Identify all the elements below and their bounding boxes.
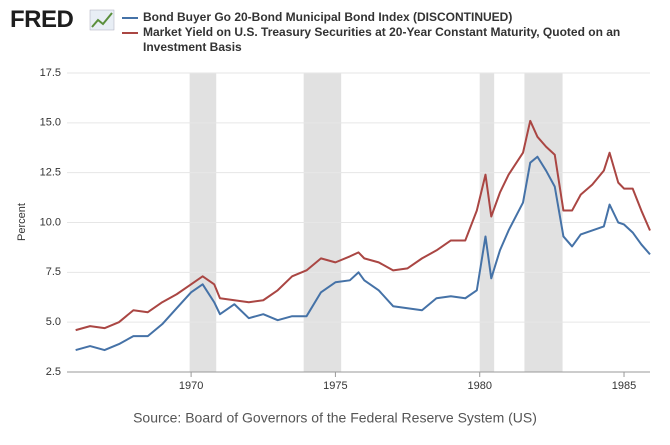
legend: Bond Buyer Go 20-Bond Municipal Bond Ind… — [122, 10, 642, 55]
x-tick-label: 1970 — [179, 380, 203, 392]
y-axis-label: Percent — [16, 203, 28, 241]
legend-item[interactable]: Market Yield on U.S. Treasury Securities… — [122, 25, 642, 55]
x-tick-label: 1975 — [323, 380, 347, 392]
y-tick-label: 12.5 — [40, 167, 61, 179]
series-line — [75, 155, 651, 352]
y-tick-label: 2.5 — [46, 366, 61, 378]
x-tick-label: 1980 — [467, 380, 491, 392]
logo-icon — [89, 9, 115, 31]
series-line — [75, 119, 651, 332]
legend-swatch — [122, 17, 138, 19]
y-tick-label: 17.5 — [40, 67, 61, 79]
y-tick-label: 15.0 — [40, 117, 61, 129]
logo: FRED — [10, 6, 74, 33]
legend-item[interactable]: Bond Buyer Go 20-Bond Municipal Bond Ind… — [122, 10, 642, 25]
source: Source: Board of Governors of the Federa… — [133, 410, 537, 426]
y-tick-label: 10.0 — [40, 216, 61, 228]
legend-swatch — [122, 32, 138, 34]
x-tick-label: 1985 — [612, 380, 636, 392]
y-tick-label: 7.5 — [46, 266, 61, 278]
legend-label: Market Yield on U.S. Treasury Securities… — [143, 25, 621, 54]
legend-label: Bond Buyer Go 20-Bond Municipal Bond Ind… — [143, 10, 513, 24]
y-tick-label: 5.0 — [46, 316, 61, 328]
